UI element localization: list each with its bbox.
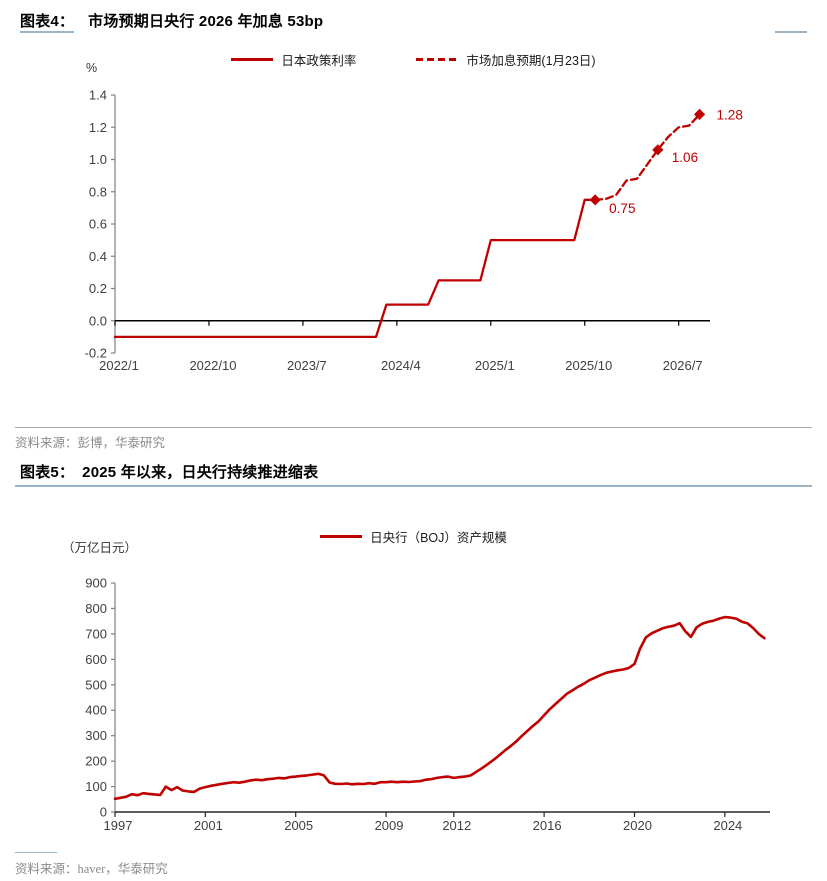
figure4-label: 图表4： <box>20 13 75 33</box>
svg-text:2009: 2009 <box>375 818 404 833</box>
short-rule <box>15 852 57 853</box>
svg-text:0.4: 0.4 <box>89 249 107 264</box>
figure4-unit-label: % <box>86 61 98 75</box>
solid-line-swatch <box>320 535 363 538</box>
figure5-chart: 0 100 200 300 400 500 600 700 800 900 1997 2001 2005… <box>85 576 770 833</box>
svg-text:700: 700 <box>85 626 107 641</box>
data-point-diamond <box>693 108 706 120</box>
dashed-line-swatch <box>416 58 459 61</box>
x-axis: 2022/1 2022/10 2023/7 2024/4 2025/1 2025/10 20… <box>99 320 710 373</box>
svg-text:2016: 2016 <box>533 818 562 833</box>
data-label: 0.75 <box>609 201 635 216</box>
svg-text:2025/10: 2025/10 <box>565 358 612 373</box>
legend-item-policy-rate: 日本政策利率 <box>231 50 356 69</box>
y-axis: -0.2 0.0 0.2 0.4 0.6 0.8 1.0 1.2 1.4 <box>85 88 116 361</box>
legend-item-boj-assets: 日央行（BOJ）资产规模 <box>320 527 507 546</box>
series-expectation <box>594 113 701 201</box>
svg-text:2005: 2005 <box>284 818 313 833</box>
series-policy-rate <box>113 198 597 339</box>
figure5-unit-label: （万亿日元） <box>62 541 138 555</box>
svg-text:2022/10: 2022/10 <box>189 358 236 373</box>
svg-text:2025/1: 2025/1 <box>475 358 515 373</box>
y-axis: 0 100 200 300 400 500 600 700 800 900 <box>85 576 116 820</box>
svg-text:1997: 1997 <box>104 818 133 833</box>
svg-text:400: 400 <box>85 703 107 718</box>
solid-line-swatch <box>231 58 274 61</box>
svg-text:200: 200 <box>85 754 107 769</box>
svg-text:0.6: 0.6 <box>89 217 107 232</box>
svg-text:-0.2: -0.2 <box>85 346 107 361</box>
svg-text:2020: 2020 <box>623 818 652 833</box>
svg-text:1.0: 1.0 <box>89 152 107 167</box>
svg-text:2026/7: 2026/7 <box>663 358 703 373</box>
figure5-title-rule <box>15 485 812 487</box>
svg-text:100: 100 <box>85 779 107 794</box>
data-point-diamond <box>589 194 601 206</box>
data-label: 1.28 <box>717 107 743 122</box>
svg-text:2012: 2012 <box>442 818 471 833</box>
figure5-title: 2025 年以来，日央行持续推进缩表 <box>82 464 319 481</box>
legend-label: 日央行（BOJ）资产规模 <box>370 531 507 545</box>
top-right-rule-fragment <box>775 31 807 33</box>
legend-label: 日本政策利率 <box>281 54 357 68</box>
svg-text:2024: 2024 <box>713 818 742 833</box>
series-boj-assets <box>113 615 766 801</box>
figure4-title-row: 图表4： 市场预期日央行 2026 年加息 53bp <box>20 10 324 33</box>
legend-label: 市场加息预期(1月23日) <box>466 54 596 68</box>
svg-text:2001: 2001 <box>194 818 223 833</box>
svg-text:1.2: 1.2 <box>89 120 107 135</box>
figure4-source: 资料来源：彭博，华泰研究 <box>15 436 166 450</box>
svg-text:2024/4: 2024/4 <box>381 358 421 373</box>
svg-text:500: 500 <box>85 677 107 692</box>
figure5-title-row: 图表5： 2025 年以来，日央行持续推进缩表 <box>20 461 318 482</box>
legend-item-market-expectation: 市场加息预期(1月23日) <box>416 50 596 69</box>
svg-text:2022/1: 2022/1 <box>99 358 139 373</box>
svg-text:800: 800 <box>85 601 107 616</box>
x-axis: 1997 2001 2005 2009 2012 2016 2020 2024 <box>104 811 770 833</box>
figure4-legend: 日本政策利率 市场加息预期(1月23日) <box>0 50 827 69</box>
svg-text:0: 0 <box>100 805 107 820</box>
svg-text:300: 300 <box>85 728 107 743</box>
svg-text:0.2: 0.2 <box>89 281 107 296</box>
svg-text:0.0: 0.0 <box>89 313 107 328</box>
svg-text:900: 900 <box>85 576 107 591</box>
figure5-label: 图表5： <box>20 464 75 481</box>
figure5-legend: 日央行（BOJ）资产规模 <box>0 527 827 546</box>
data-point-diamond <box>652 144 664 156</box>
figure4-title: 市场预期日央行 2026 年加息 53bp <box>88 13 324 30</box>
data-label: 1.06 <box>672 150 698 165</box>
figure5-source: 资料来源：haver，华泰研究 <box>15 862 168 876</box>
svg-text:2023/7: 2023/7 <box>287 358 327 373</box>
svg-text:0.8: 0.8 <box>89 184 107 199</box>
svg-text:600: 600 <box>85 652 107 667</box>
svg-text:1.4: 1.4 <box>89 88 107 103</box>
divider <box>15 427 812 428</box>
